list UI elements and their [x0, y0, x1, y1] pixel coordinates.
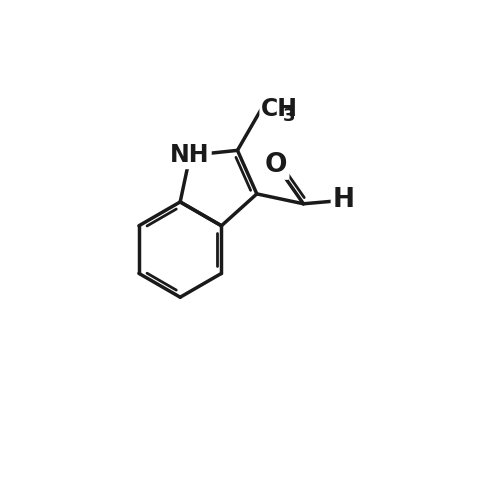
Text: H: H [333, 187, 355, 213]
Text: NH: NH [171, 143, 210, 167]
Text: CH: CH [261, 97, 298, 121]
Text: O: O [265, 152, 287, 178]
Text: 3: 3 [283, 107, 296, 125]
